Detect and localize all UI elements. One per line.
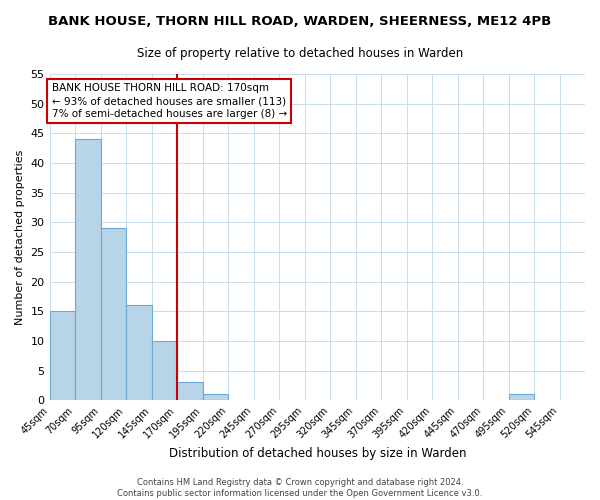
Text: BANK HOUSE THORN HILL ROAD: 170sqm
← 93% of detached houses are smaller (113)
7%: BANK HOUSE THORN HILL ROAD: 170sqm ← 93%… — [52, 83, 287, 120]
Y-axis label: Number of detached properties: Number of detached properties — [15, 150, 25, 325]
X-axis label: Distribution of detached houses by size in Warden: Distribution of detached houses by size … — [169, 447, 466, 460]
Text: Size of property relative to detached houses in Warden: Size of property relative to detached ho… — [137, 48, 463, 60]
Bar — [101, 228, 126, 400]
Bar — [509, 394, 534, 400]
Text: Contains HM Land Registry data © Crown copyright and database right 2024.
Contai: Contains HM Land Registry data © Crown c… — [118, 478, 482, 498]
Bar — [203, 394, 228, 400]
Bar — [75, 140, 101, 400]
Bar — [177, 382, 203, 400]
Bar — [50, 312, 75, 400]
Bar — [152, 341, 177, 400]
Text: BANK HOUSE, THORN HILL ROAD, WARDEN, SHEERNESS, ME12 4PB: BANK HOUSE, THORN HILL ROAD, WARDEN, SHE… — [49, 15, 551, 28]
Bar — [126, 306, 152, 400]
